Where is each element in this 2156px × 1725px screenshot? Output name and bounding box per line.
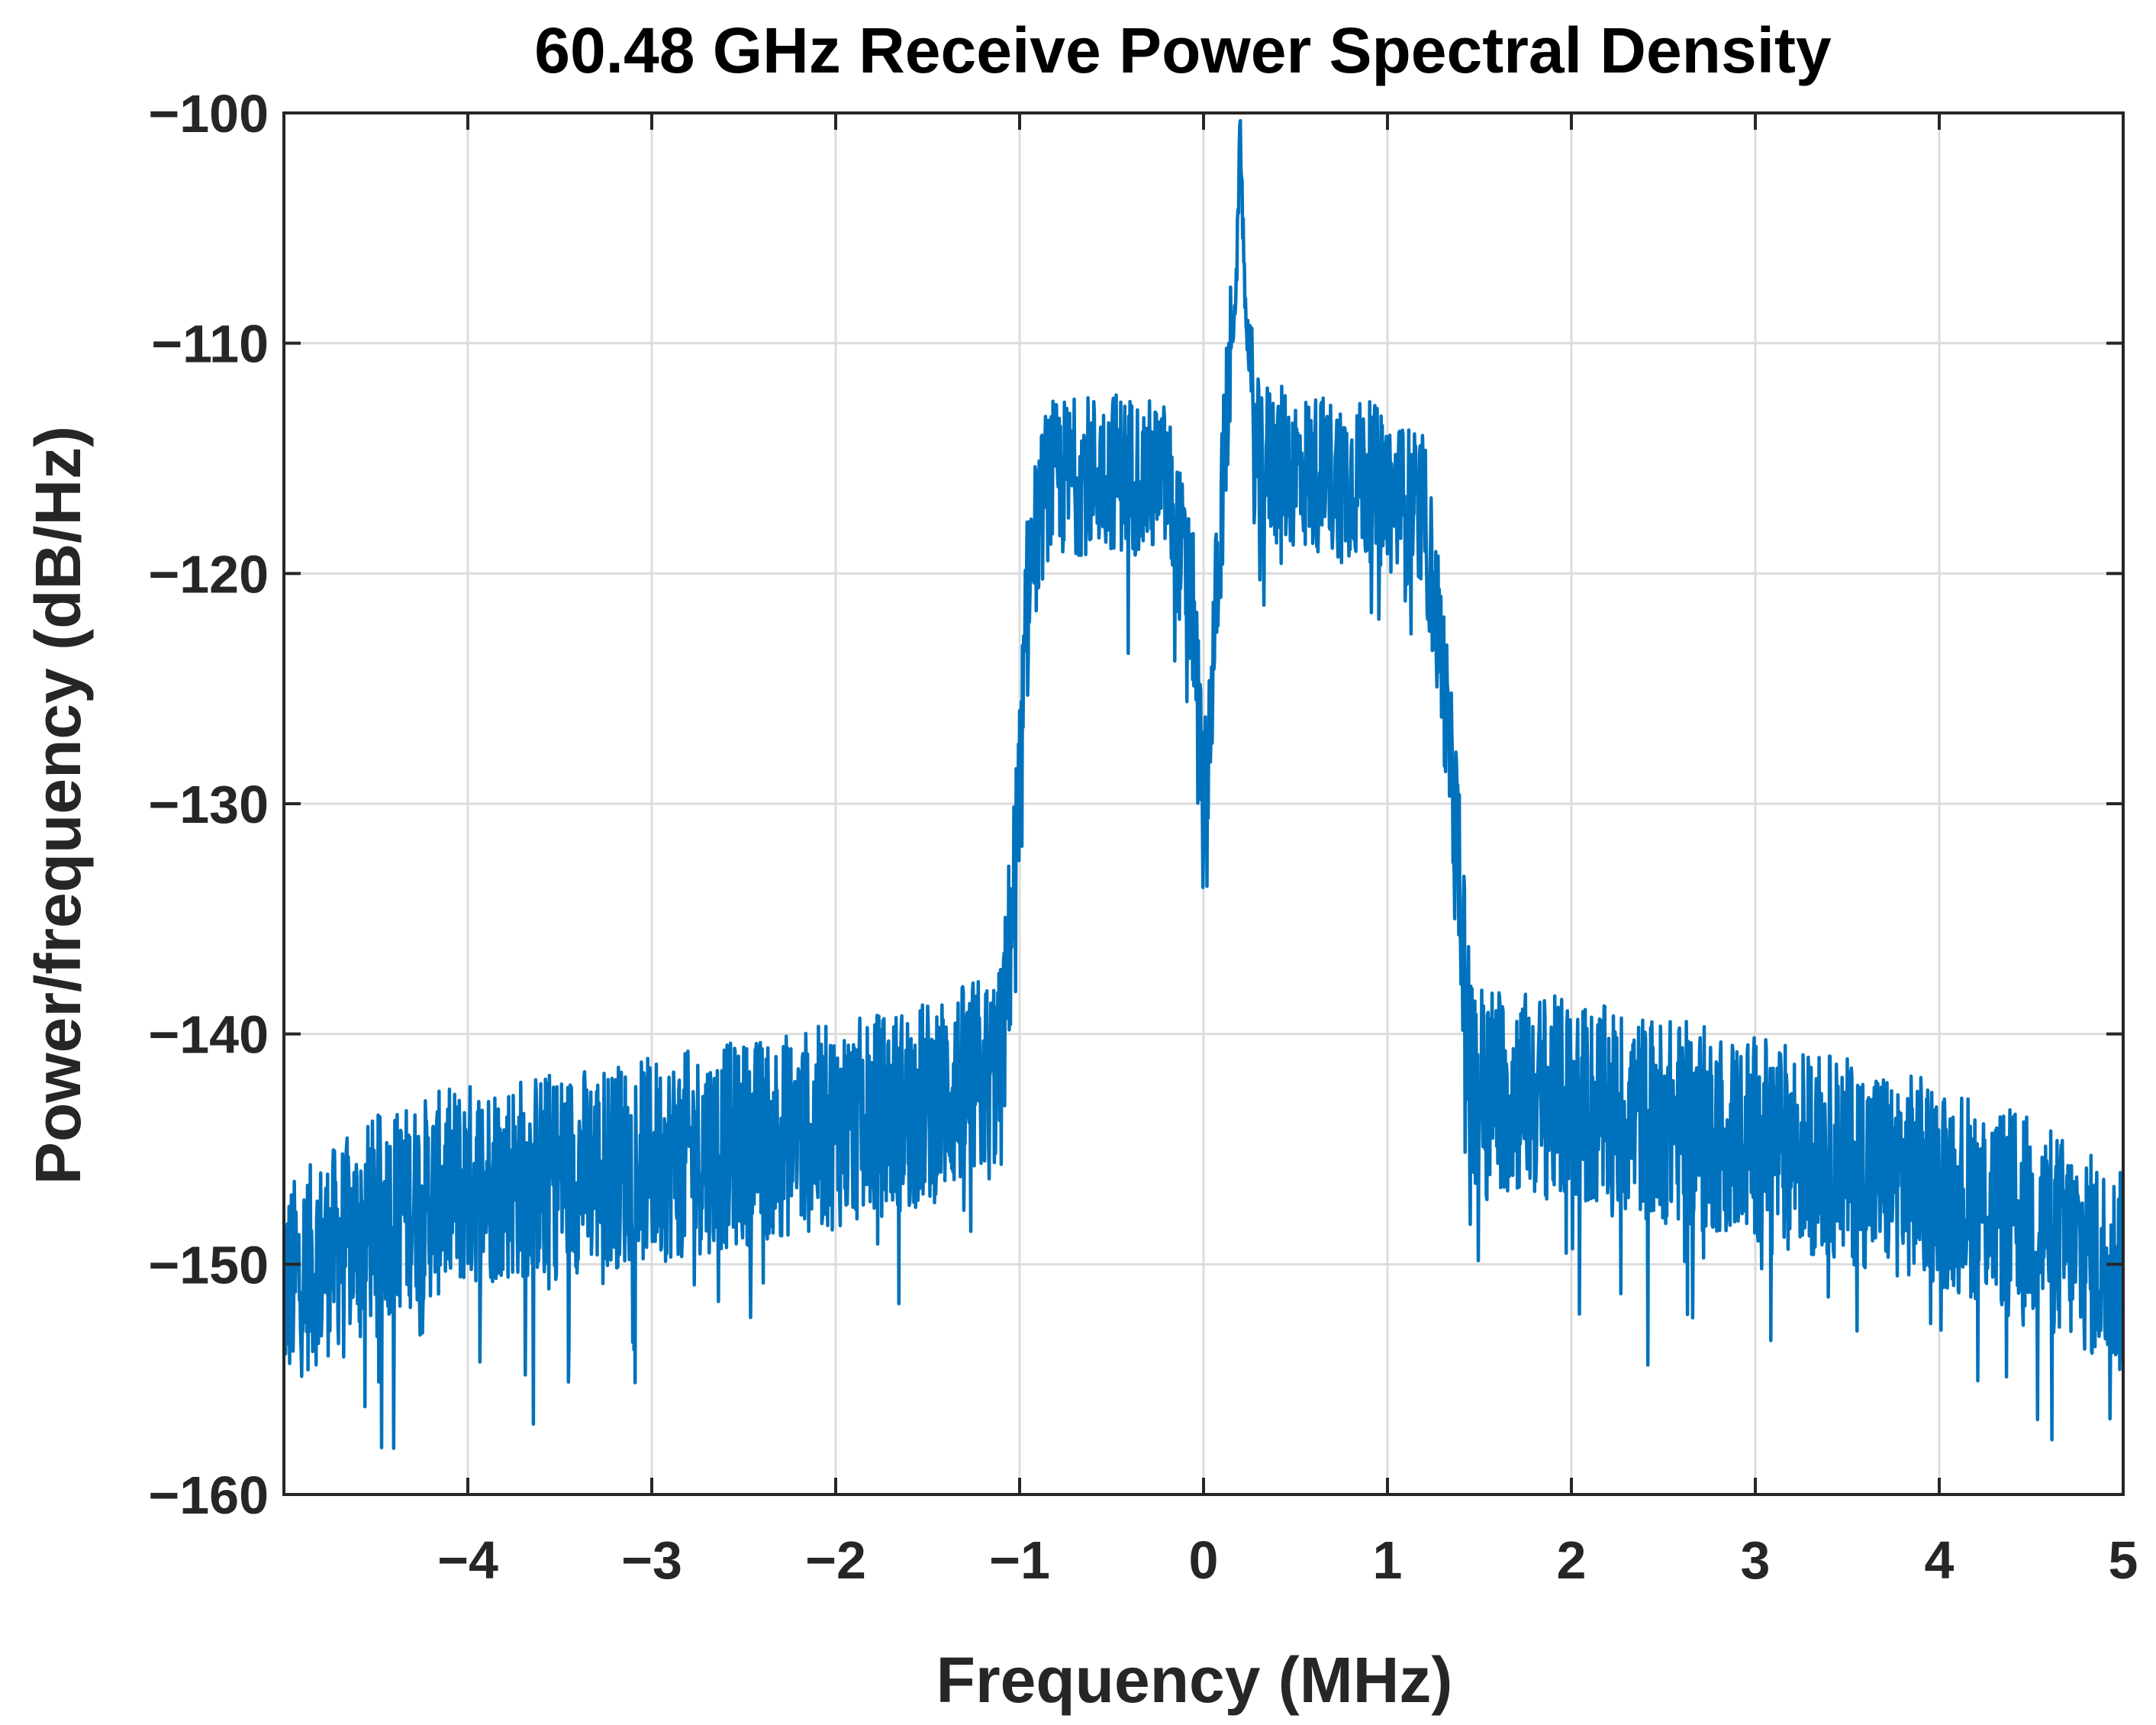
tick-marks (284, 111, 2125, 1496)
y-tick-label: −120 (148, 544, 269, 604)
y-tick-label: −130 (148, 775, 269, 834)
x-tick-label: −1 (989, 1530, 1050, 1590)
y-tick-label: −110 (151, 314, 269, 374)
y-tick-label: −100 (148, 84, 269, 143)
x-tick-label: 1 (1373, 1530, 1403, 1590)
x-tick-label: −3 (621, 1530, 682, 1590)
x-tick-label: 5 (2109, 1530, 2138, 1590)
x-axis-label: Frequency (MHz) (936, 1644, 1453, 1716)
y-axis-label: Power/frequency (dB/Hz) (22, 426, 94, 1185)
y-tick-labels: −160 −150 −140 −130 −120 −110 −100 (148, 84, 269, 1525)
x-tick-label: 0 (1189, 1530, 1219, 1590)
y-tick-label: −150 (148, 1235, 269, 1295)
x-tick-labels: −4 −3 −2 −1 0 1 2 3 4 5 (437, 1530, 2138, 1590)
chart-title: 60.48 GHz Receive Power Spectral Density (534, 15, 1832, 86)
psd-series-line (282, 118, 2125, 1450)
x-tick-label: −4 (437, 1530, 498, 1590)
x-tick-label: −2 (805, 1530, 866, 1590)
x-tick-label: 2 (1557, 1530, 1587, 1590)
plot-area (282, 118, 2125, 1450)
y-tick-label: −160 (148, 1465, 269, 1525)
x-tick-label: 4 (1925, 1530, 1955, 1590)
y-tick-label: −140 (148, 1005, 269, 1065)
x-tick-label: 3 (1741, 1530, 1771, 1590)
